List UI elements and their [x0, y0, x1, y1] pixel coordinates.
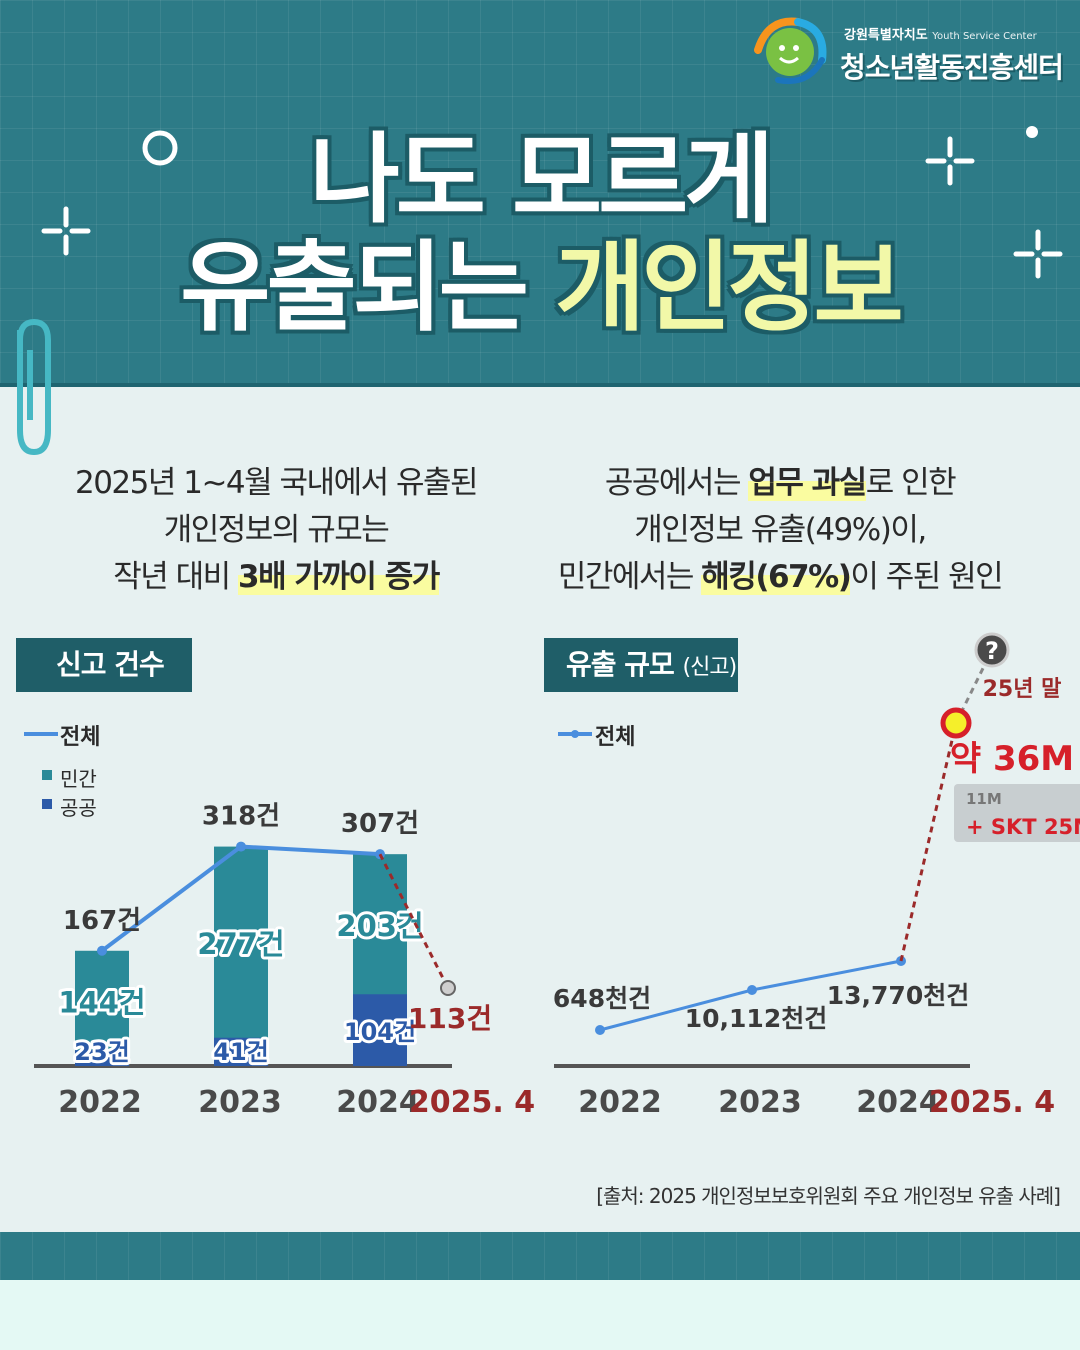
paperclip-icon	[17, 318, 51, 456]
mascot-logo-icon	[754, 17, 827, 84]
chart1-report-count: 144건144건23건23건277건277건41건41건203건203건104건…	[34, 802, 535, 1120]
forecast-line	[378, 853, 450, 989]
label-public-outline: 23건	[74, 1038, 129, 1066]
right-desc-emphasis-1: 업무 과실	[748, 465, 867, 501]
bar-public	[75, 1050, 129, 1066]
title-line-1: 나도 모르게	[309, 123, 775, 237]
x-tick-label: 2024	[336, 1085, 420, 1120]
header	[0, 0, 1080, 386]
breakdown-box	[954, 784, 1080, 842]
x-tick-label: 2025. 4	[929, 1085, 1055, 1120]
question-mark: ?	[985, 637, 999, 665]
x-tick-label: 2023	[718, 1085, 802, 1120]
leak-forecast-line	[899, 722, 958, 962]
bar-private	[75, 950, 129, 1066]
label-public: 41건	[213, 1038, 268, 1066]
sparkle-icon	[1013, 229, 1063, 279]
leak-point	[747, 985, 757, 995]
total-point	[97, 945, 107, 956]
title-line-2: 유출되는 개인정보	[0, 208, 1080, 350]
chart2-legend-total: 전체	[595, 725, 636, 750]
content-panel	[0, 387, 1080, 1232]
logo: 강원특별자치도 Youth Service Center 청소년활동진흥센터	[748, 10, 1078, 90]
chart2-title-tag: 유출 규모 (신고)	[544, 638, 738, 692]
right-desc-line1: 공공에서는 업무 과실로 인한	[604, 465, 957, 501]
leak-label: 648천건	[553, 984, 651, 1013]
forecast-point	[440, 980, 456, 997]
question-icon	[974, 632, 1010, 668]
dot-decoration	[1026, 126, 1038, 138]
logo-subtitle: 강원특별자치도 Youth Service Center	[844, 28, 1037, 43]
label-private-outline: 144건	[58, 985, 145, 1019]
legend-private-swatch	[42, 770, 52, 780]
title-line-2-a: 유출되는	[180, 231, 529, 345]
label-public-outline: 41건	[213, 1038, 268, 1066]
chart1-title-tag: 신고 건수	[16, 638, 192, 692]
label-public: 104건	[344, 1018, 416, 1046]
x-tick-label: 2025. 4	[409, 1085, 535, 1120]
leak-label: 10,112천건	[685, 1004, 827, 1033]
header-divider	[0, 383, 1080, 387]
total-label: 167건	[63, 906, 141, 936]
left-desc-line1: 2025년 1~4월 국내에서 유출된	[74, 465, 479, 501]
chart2-title-suffix: (신고)	[682, 655, 738, 680]
leak-point	[595, 1025, 605, 1035]
chart1-legend-private: 민간	[60, 767, 97, 791]
bar-public	[353, 994, 407, 1066]
left-description: 2025년 1~4월 국내에서 유출된 개인정보의 규모는 작년 대비 3배 가…	[16, 460, 536, 601]
legend-public-swatch	[42, 799, 52, 809]
bar-public	[214, 1037, 268, 1066]
label-private: 277건	[197, 927, 284, 961]
sparkle-icon	[925, 136, 975, 186]
total-label: 318건	[202, 802, 280, 832]
forecast-label: 113건	[408, 1002, 492, 1035]
total-label: 307건	[341, 809, 419, 839]
x-tick-label: 2023	[198, 1085, 282, 1120]
leak-label: 13,770천건	[827, 981, 969, 1010]
chart1-legend-total: 전체	[60, 725, 101, 750]
leak-forecast-point	[940, 707, 972, 739]
label-private-outline: 277건	[197, 927, 284, 961]
right-desc-line3: 민간에서는 해킹(67%)이 주된 원인	[557, 559, 1004, 595]
right-desc-emphasis-2: 해킹(67%)	[701, 559, 852, 595]
title-line-2-highlight: 개인정보	[555, 231, 904, 345]
leak-forecast-label: 약 36M	[950, 739, 1074, 779]
breakdown-skt: + SKT 25M	[966, 815, 1080, 839]
legend-line-swatch	[24, 732, 58, 736]
label-private: 144건	[58, 985, 145, 1019]
source-citation: [출처: 2025 개인정보보호위원회 주요 개인정보 유출 사례]	[596, 1184, 1061, 1208]
breakdown-11m: 11M	[966, 790, 1002, 808]
x-tick-label: 2022	[58, 1085, 142, 1120]
label-public: 23건	[74, 1038, 129, 1066]
label-public-outline: 104건	[344, 1018, 416, 1046]
total-point	[236, 841, 246, 852]
right-desc-line2: 개인정보 유출(49%)이,	[634, 512, 927, 548]
bottom-area	[0, 1280, 1080, 1350]
left-desc-line2: 개인정보의 규모는	[163, 512, 390, 548]
end-label: 25년 말	[983, 677, 1062, 702]
label-private: 203건	[336, 909, 423, 943]
x-tick-label: 2024	[856, 1085, 940, 1120]
logo-subtitle-english: Youth Service Center	[932, 31, 1037, 42]
footer-band	[0, 1232, 1080, 1280]
chart1-legend-public: 공공	[60, 796, 97, 820]
left-desc-emphasis: 3배 가까이 증가	[238, 559, 440, 595]
left-desc-line3: 작년 대비 3배 가까이 증가	[113, 559, 440, 595]
bar-private	[214, 846, 268, 1066]
x-tick-label: 2022	[578, 1085, 662, 1120]
total-point	[375, 849, 385, 860]
right-description: 공공에서는 업무 과실로 인한 개인정보 유출(49%)이, 민간에서는 해킹(…	[520, 460, 1040, 601]
circle-decoration	[142, 130, 178, 166]
legend-line-marker-swatch	[558, 730, 592, 738]
sparkle-icon	[41, 206, 91, 256]
logo-title: 청소년활동진흥센터	[840, 51, 1064, 84]
